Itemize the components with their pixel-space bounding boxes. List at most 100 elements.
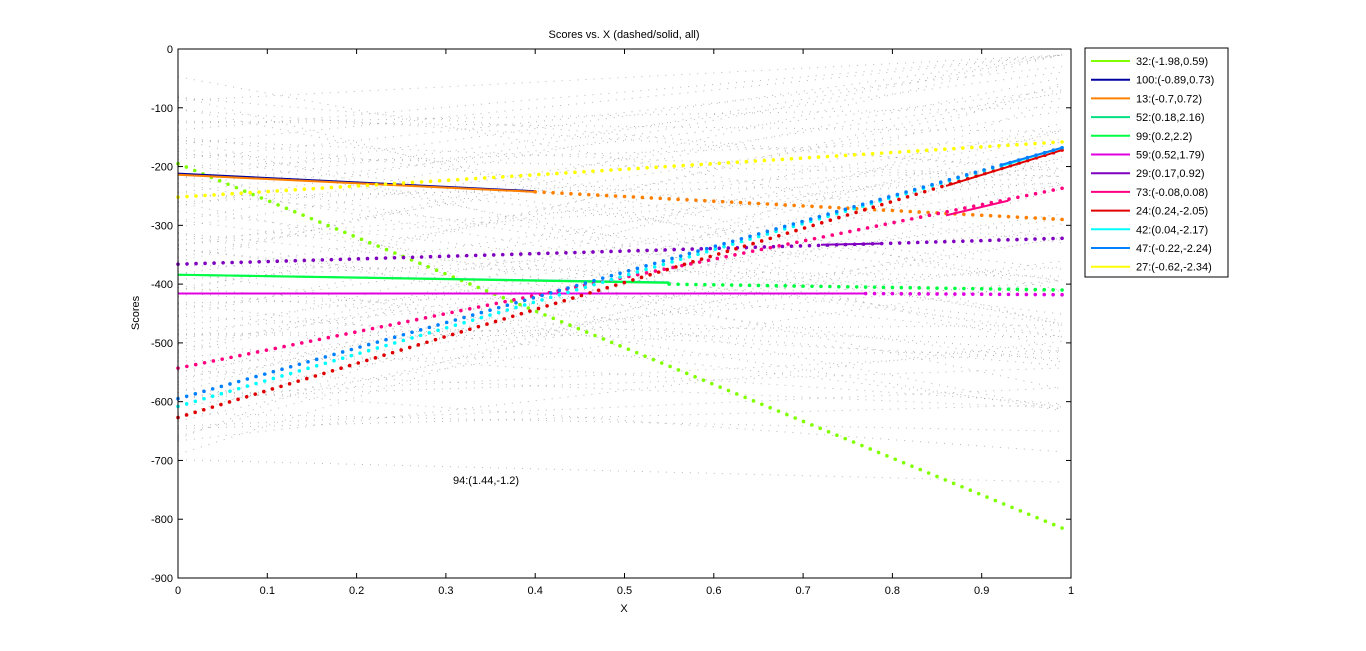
series-point <box>654 248 658 252</box>
background-series-line <box>177 213 1063 345</box>
series-point <box>997 214 1002 218</box>
series-point <box>184 394 189 399</box>
series-point <box>1006 292 1011 297</box>
series-point <box>914 192 918 197</box>
series-point <box>961 239 965 243</box>
background-series-line <box>177 170 1063 455</box>
series-point <box>284 259 289 263</box>
series-point <box>262 372 267 376</box>
series-point <box>687 254 692 259</box>
series-point <box>652 261 657 266</box>
series-point <box>852 205 856 209</box>
series-point <box>383 182 388 186</box>
series-point <box>574 283 579 288</box>
series-point <box>522 303 527 307</box>
series-point <box>810 423 814 427</box>
legend-label: 52:(0.18,2.16) <box>1136 112 1205 124</box>
series-point <box>904 190 908 194</box>
series-point <box>528 252 532 256</box>
series-point <box>519 311 524 316</box>
series-point <box>323 355 328 359</box>
series-point <box>953 292 957 296</box>
series-point <box>392 335 397 340</box>
series-point <box>426 264 431 269</box>
series-point <box>347 257 352 261</box>
series-point <box>771 158 776 162</box>
series-point <box>812 236 817 241</box>
series-point <box>910 464 914 468</box>
series-point <box>988 144 992 149</box>
series-point <box>239 260 243 265</box>
series-point <box>816 155 821 159</box>
series-point <box>302 187 307 192</box>
series-point <box>988 213 993 218</box>
series-point <box>194 194 198 198</box>
series-point <box>897 150 902 154</box>
series-point <box>699 162 704 167</box>
background-series-line <box>177 334 1063 338</box>
series-point <box>464 253 469 258</box>
series-point <box>297 362 302 367</box>
series-point <box>313 374 318 378</box>
series-point <box>592 278 596 283</box>
series-point <box>528 173 532 177</box>
series-point <box>926 286 930 290</box>
series-point <box>323 361 328 366</box>
series-point <box>970 239 974 243</box>
series-point <box>712 282 716 287</box>
series-point <box>264 348 269 352</box>
series-point <box>918 215 923 219</box>
series-point <box>661 259 666 263</box>
series-point <box>818 426 823 431</box>
y-tick-label: -700 <box>151 455 173 467</box>
series-point <box>888 150 893 155</box>
series-point <box>526 306 531 310</box>
series-point <box>944 292 948 296</box>
series-point <box>591 250 595 254</box>
series-point <box>211 359 216 363</box>
series-point <box>427 325 432 330</box>
series-point <box>1060 186 1064 191</box>
series-point <box>227 400 232 404</box>
series-point <box>419 180 424 184</box>
series-point <box>970 286 975 291</box>
series-point <box>870 151 875 156</box>
series-point <box>845 284 850 289</box>
legend-label: 24:(0.24,-2.05) <box>1136 206 1208 218</box>
series-point <box>716 252 721 256</box>
series-point <box>254 374 258 379</box>
series-point <box>881 285 886 290</box>
series-point <box>376 244 380 248</box>
series-point <box>960 484 964 489</box>
series-point <box>248 190 252 195</box>
series-point <box>924 240 929 245</box>
series-point <box>340 350 345 354</box>
series-11-dotted <box>176 140 1064 199</box>
series-point <box>322 371 326 376</box>
series-point <box>586 192 591 197</box>
series-point <box>1042 141 1046 145</box>
series-point <box>626 268 631 273</box>
series-point <box>441 312 446 317</box>
series-0-dotted <box>176 161 1064 530</box>
series-point <box>961 146 965 150</box>
series-point <box>776 409 781 413</box>
series-point <box>210 394 215 399</box>
series-point <box>297 369 302 373</box>
series-point <box>816 243 821 248</box>
series-point <box>917 292 921 296</box>
series-point <box>993 498 998 503</box>
series-point <box>464 177 469 181</box>
series-point <box>811 223 815 228</box>
series-point <box>631 195 636 199</box>
series-point <box>661 262 666 267</box>
x-tick-label: 1 <box>1068 585 1074 597</box>
series-point <box>436 323 440 327</box>
series-point <box>601 337 606 341</box>
background-series-line <box>177 131 1063 317</box>
series-point <box>358 345 362 349</box>
series-point <box>1001 502 1006 506</box>
series-point <box>496 305 501 310</box>
series-point <box>566 286 570 290</box>
series-point <box>871 205 876 210</box>
